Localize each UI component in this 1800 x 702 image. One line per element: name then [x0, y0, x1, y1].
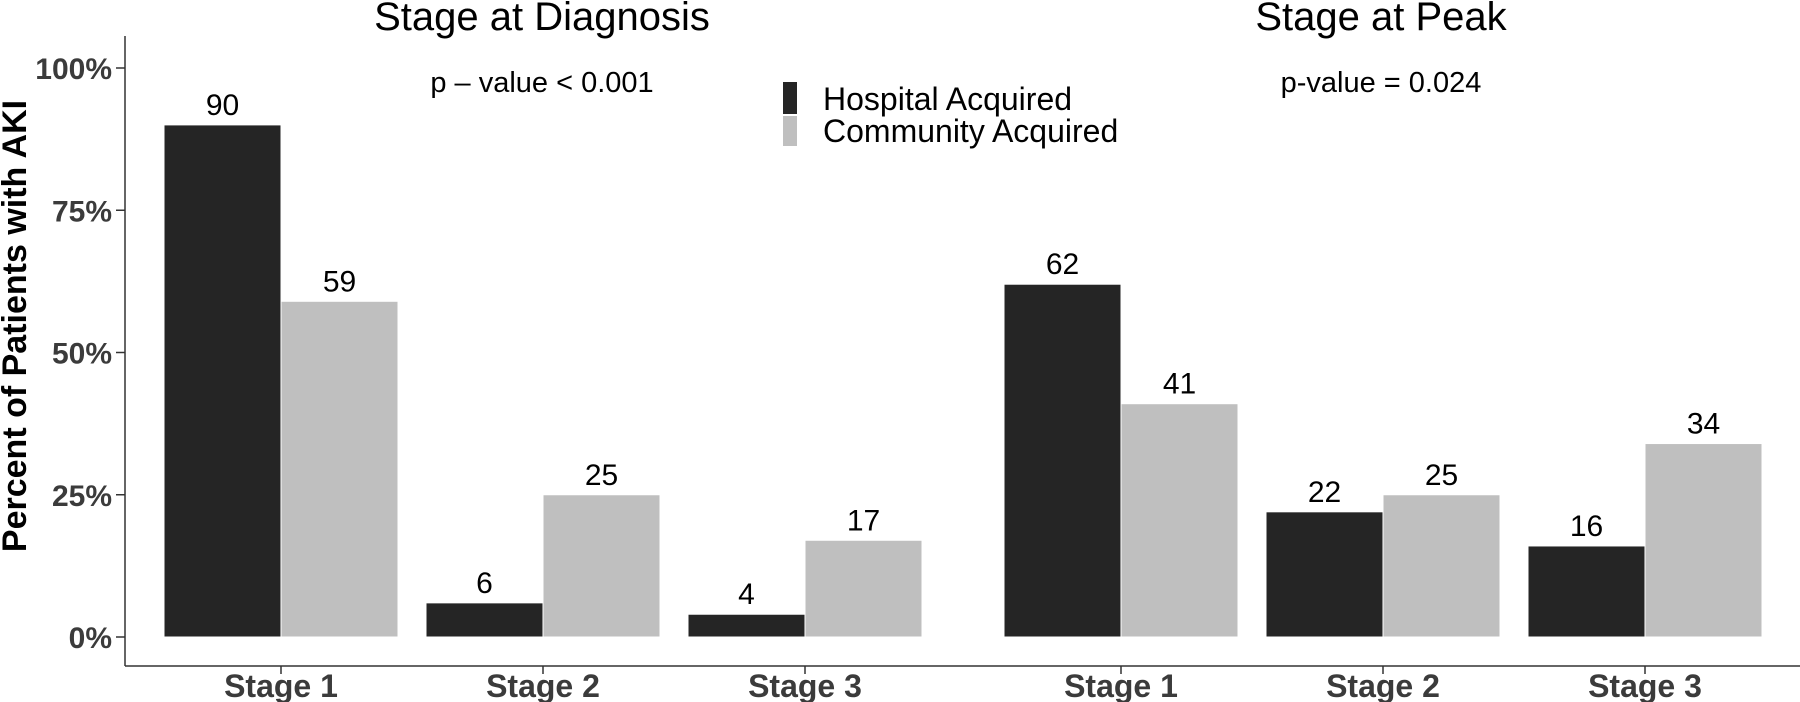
x-tick-label: Stage 3: [748, 668, 862, 702]
bar-hospital-acquired: [1003, 283, 1122, 638]
data-label: 4: [738, 578, 755, 611]
bar-hospital-acquired: [687, 613, 806, 638]
panel-title-diagnosis: Stage at Diagnosis: [374, 0, 710, 39]
bars: [163, 124, 1763, 638]
p-value-diagnosis: p – value < 0.001: [430, 67, 653, 99]
legend: Hospital Acquired Community Acquired: [783, 81, 1118, 149]
data-label: 59: [323, 265, 356, 298]
bar-hospital-acquired: [1265, 511, 1384, 638]
y-axis-label: Percent of Patients with AKI: [0, 100, 34, 552]
legend-swatch-hospital: [783, 82, 797, 114]
bar-community-acquired: [280, 300, 399, 638]
bar-hospital-acquired: [425, 602, 544, 638]
data-label: 25: [1425, 459, 1458, 492]
y-tick-label: 75%: [52, 195, 112, 228]
bar-hospital-acquired: [1527, 545, 1646, 638]
data-label: 34: [1687, 408, 1720, 441]
panel-title-peak: Stage at Peak: [1255, 0, 1507, 39]
bar-community-acquired: [542, 494, 661, 638]
legend-label-community: Community Acquired: [823, 113, 1118, 149]
y-ticks: 0% 25% 50% 75% 100%: [35, 53, 125, 655]
bar-community-acquired: [1644, 443, 1763, 638]
x-tick-label: Stage 1: [1064, 668, 1178, 702]
data-label: 25: [585, 459, 618, 492]
x-tick-label: Stage 1: [224, 668, 338, 702]
legend-label-hospital: Hospital Acquired: [823, 81, 1072, 117]
data-labels: 90 59 6 25 4 17 62 41 22 25 16 34: [206, 89, 1720, 611]
data-label: 17: [847, 504, 880, 537]
data-label: 22: [1308, 476, 1341, 509]
bar-hospital-acquired: [163, 124, 282, 638]
x-tick-label: Stage 3: [1588, 668, 1702, 702]
bar-community-acquired: [1120, 403, 1239, 638]
data-label: 62: [1046, 248, 1079, 281]
data-label: 90: [206, 89, 239, 122]
x-tick-label: Stage 2: [1326, 668, 1440, 702]
x-tick-label: Stage 2: [486, 668, 600, 702]
bar-community-acquired: [804, 539, 923, 638]
p-value-peak: p-value = 0.024: [1281, 67, 1482, 99]
x-ticks: Stage 1 Stage 2 Stage 3 Stage 1 Stage 2 Stage…: [224, 666, 1702, 702]
legend-swatch-community: [783, 116, 797, 146]
y-tick-label: 0%: [69, 622, 112, 655]
data-label: 41: [1163, 368, 1196, 401]
data-label: 16: [1570, 510, 1603, 543]
y-tick-label: 50%: [52, 338, 112, 371]
y-tick-label: 100%: [35, 53, 112, 86]
bar-community-acquired: [1382, 494, 1501, 638]
y-tick-label: 25%: [52, 480, 112, 513]
data-label: 6: [476, 567, 493, 600]
